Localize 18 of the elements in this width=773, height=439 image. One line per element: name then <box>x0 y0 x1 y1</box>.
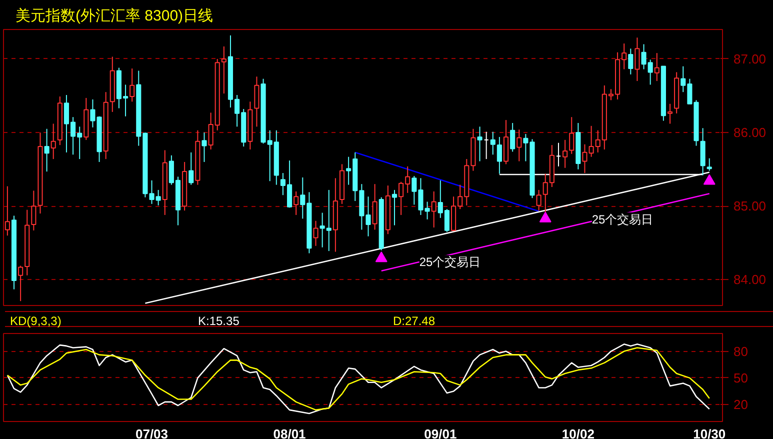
text: KD(9,3,3) <box>10 313 62 330</box>
y-tick-label: 85.00 <box>734 198 766 214</box>
x-tick-label: 08/01 <box>273 426 306 439</box>
y-tick-label: 20 <box>734 397 748 412</box>
y-tick-label: 80 <box>734 344 748 359</box>
x-tick-label: 10/02 <box>562 426 594 439</box>
x-tick-label: 10/30 <box>693 426 726 439</box>
y-tick-label: 87.00 <box>734 51 766 66</box>
text: K:15.35 <box>198 313 240 330</box>
y-tick-label: 86.00 <box>734 125 766 140</box>
x-tick-label: 09/01 <box>424 426 457 439</box>
y-tick-label: 84.00 <box>734 272 766 288</box>
y-tick-label: 50 <box>734 370 748 386</box>
x-tick-label: 07/03 <box>135 426 168 439</box>
chart-title: 美元指数(外汇汇率 8300)日线 <box>16 8 214 24</box>
annotation: 25个交易日 <box>419 255 481 270</box>
text: D:27.48 <box>393 313 436 330</box>
annotation: 25个交易日 <box>592 212 654 226</box>
